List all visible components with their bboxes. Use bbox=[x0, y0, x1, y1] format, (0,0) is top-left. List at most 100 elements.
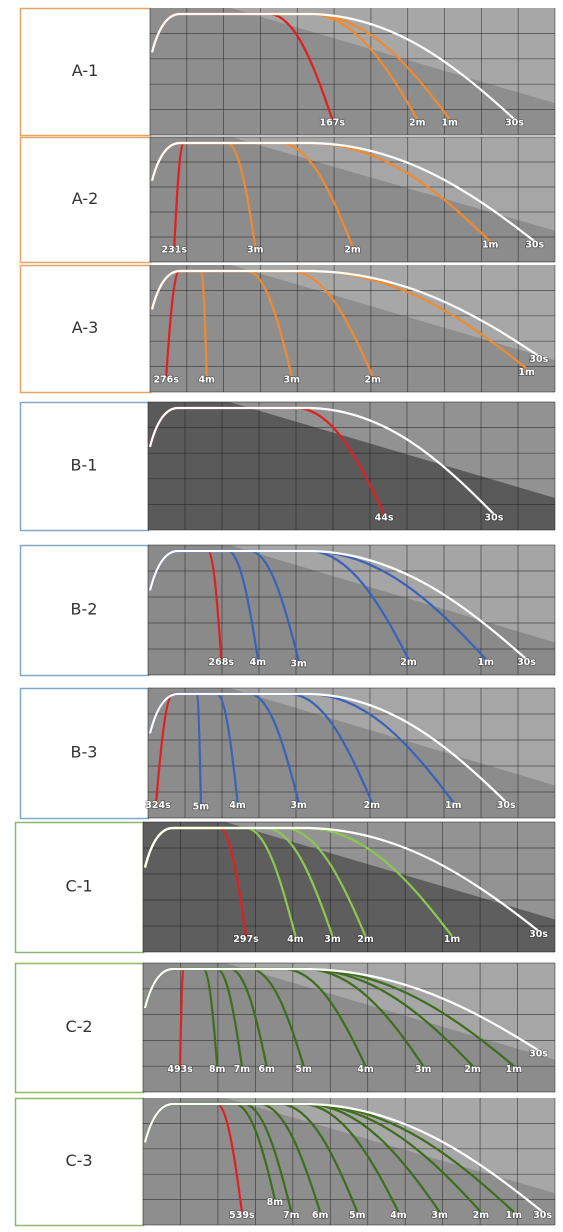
curve-label: 1m bbox=[441, 117, 458, 128]
panel-label: A-3 bbox=[72, 318, 99, 337]
label-box bbox=[19, 687, 150, 820]
panel-label: B-1 bbox=[71, 456, 98, 475]
photo: 8m 539s 7m 6m 5m 4m 3m 2m 1m 30s bbox=[142, 1098, 556, 1226]
slope-shade bbox=[150, 8, 555, 104]
curve-label: 4m bbox=[390, 1210, 407, 1221]
curve-label: 1m bbox=[445, 800, 462, 811]
curve-label: 6m bbox=[258, 1064, 275, 1075]
panel-label: B-3 bbox=[71, 743, 98, 762]
slope-shade bbox=[143, 822, 555, 920]
curve-label: 5m bbox=[193, 802, 210, 813]
label-box bbox=[19, 264, 152, 394]
curve-label: 5m bbox=[295, 1064, 312, 1075]
slope-shade bbox=[148, 688, 555, 786]
curve-label: 167s bbox=[320, 117, 346, 128]
label-box bbox=[19, 136, 152, 264]
curve-label: 30s bbox=[529, 1048, 548, 1059]
front-curve bbox=[148, 549, 528, 661]
curve-label: 3m bbox=[415, 1064, 432, 1075]
photo: 231s 3m 2m 1m 30s bbox=[149, 136, 556, 263]
curve-label: 1m bbox=[482, 240, 499, 251]
front-curve bbox=[143, 1102, 544, 1213]
curve-label: 7m bbox=[234, 1064, 251, 1075]
curve-label: 30s bbox=[517, 657, 536, 668]
panel: A-2 231s 3m 2m 1m 30s bbox=[19, 136, 556, 264]
curve-label: 2m bbox=[357, 934, 374, 945]
panel: C-3 8m 539s 7m 6m 5m 4m 3m 2m 1m 30s bbox=[14, 1097, 556, 1227]
curve-label: 4m bbox=[250, 657, 267, 668]
curve-label: 8m bbox=[209, 1064, 226, 1075]
label-box bbox=[14, 1097, 145, 1227]
panel: C-2 493s 8m 7m 6m 5m 4m 3m 2m 1m 30s bbox=[14, 962, 556, 1094]
panel-label: C-1 bbox=[65, 877, 92, 896]
curve-label: 3m bbox=[283, 374, 300, 385]
curve-label: 5m bbox=[349, 1210, 366, 1221]
panel-label: C-2 bbox=[65, 1017, 92, 1036]
curve-label: 3m bbox=[290, 800, 307, 811]
slope-shade bbox=[148, 545, 555, 643]
front-curve bbox=[150, 141, 536, 243]
curve-label: 6m bbox=[312, 1210, 329, 1221]
panel: B-3 324s 5m 4m 3m 2m 1m 30s bbox=[19, 687, 556, 820]
curve-label: 4m bbox=[287, 934, 304, 945]
curve-label: 30s bbox=[505, 117, 524, 128]
curve-label: 493s bbox=[167, 1064, 193, 1075]
curve-label: 268s bbox=[209, 657, 235, 668]
front-curve bbox=[143, 967, 540, 1052]
curve-label: 1m bbox=[506, 1210, 523, 1221]
photo: 44s 30s bbox=[147, 401, 556, 531]
curve-label: 2m bbox=[344, 245, 361, 256]
panel: B-2 268s 4m 3m 2m 1m 30s bbox=[19, 544, 556, 677]
panel-label: C-3 bbox=[65, 1151, 92, 1170]
curve-label: 3m bbox=[431, 1210, 448, 1221]
curve-label: 30s bbox=[529, 929, 548, 940]
curve-label: 276s bbox=[153, 374, 179, 385]
curve-label: 30s bbox=[533, 1210, 552, 1221]
label-box bbox=[19, 544, 150, 677]
curve-label: 8m bbox=[267, 1197, 284, 1208]
label-box bbox=[14, 962, 145, 1094]
panel: A-3 276s 4m 3m 2m 1m 30s bbox=[19, 264, 556, 394]
photo: 276s 4m 3m 2m 1m 30s bbox=[149, 265, 556, 393]
curve-label: 30s bbox=[497, 800, 516, 811]
photo: 493s 8m 7m 6m 5m 4m 3m 2m 1m 30s bbox=[142, 962, 556, 1093]
curve-label: 1m bbox=[444, 934, 461, 945]
curve-label: 7m bbox=[283, 1210, 300, 1221]
front-curve bbox=[150, 269, 540, 357]
curve-label: 30s bbox=[529, 354, 548, 365]
curve-label: 2m bbox=[364, 374, 381, 385]
curve-label: 2m bbox=[409, 117, 426, 128]
slope-shade bbox=[150, 265, 555, 361]
curve-label: 231s bbox=[162, 245, 188, 256]
curve-label: 3m bbox=[247, 245, 264, 256]
panel-label: B-2 bbox=[71, 600, 98, 619]
label-box bbox=[14, 821, 145, 954]
front-curve bbox=[150, 12, 516, 121]
panel: A-1 167s 2m 1m 30s bbox=[19, 7, 556, 137]
curve-label: 30s bbox=[485, 512, 504, 523]
curve-label: 3m bbox=[290, 659, 307, 670]
curve-label: 44s bbox=[375, 512, 394, 523]
front-curve bbox=[148, 692, 507, 803]
front-curve bbox=[148, 406, 495, 516]
label-box bbox=[19, 7, 152, 137]
curve-label: 3m bbox=[324, 934, 341, 945]
curve-label: 30s bbox=[525, 240, 544, 251]
photo: 324s 5m 4m 3m 2m 1m 30s bbox=[145, 687, 556, 819]
curve-label: 2m bbox=[364, 800, 381, 811]
slope-shade bbox=[150, 137, 555, 231]
curve-label: 297s bbox=[233, 934, 259, 945]
curve-label: 1m bbox=[478, 657, 495, 668]
panel-label: A-2 bbox=[72, 189, 99, 208]
curve-label: 2m bbox=[400, 657, 417, 668]
curve-label: 4m bbox=[229, 800, 246, 811]
curve-label: 539s bbox=[229, 1210, 255, 1221]
panel-label: A-1 bbox=[72, 61, 99, 80]
curve-label: 1m bbox=[518, 367, 535, 378]
curve-label: 1m bbox=[506, 1064, 523, 1075]
front-curve bbox=[143, 826, 540, 932]
photo: 297s 4m 3m 2m 1m 30s bbox=[142, 821, 556, 953]
curve-label: 4m bbox=[357, 1064, 374, 1075]
panel: B-1 44s 30s bbox=[19, 401, 556, 532]
